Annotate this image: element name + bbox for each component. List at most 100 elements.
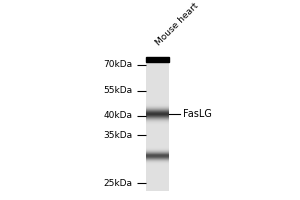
Bar — [146, 170, 169, 171]
Bar — [146, 162, 169, 163]
Bar — [146, 143, 169, 144]
Bar — [146, 121, 169, 122]
Bar — [146, 69, 169, 70]
Bar — [146, 92, 169, 93]
Bar — [146, 111, 169, 112]
Bar — [146, 160, 169, 161]
Bar — [146, 172, 169, 173]
Bar — [146, 77, 169, 78]
Bar — [146, 149, 169, 150]
Bar — [146, 120, 169, 121]
Bar — [146, 64, 169, 65]
Bar — [146, 87, 169, 88]
Bar — [146, 160, 169, 161]
Bar — [146, 188, 169, 189]
Bar — [146, 104, 169, 105]
Bar — [146, 169, 169, 170]
Bar — [146, 176, 169, 177]
Bar — [146, 74, 169, 75]
Bar — [146, 95, 169, 96]
Bar — [146, 126, 169, 127]
Bar — [146, 153, 169, 154]
Bar — [146, 70, 169, 71]
Bar — [146, 101, 169, 102]
Bar — [146, 62, 169, 63]
Bar — [146, 104, 169, 105]
Bar — [146, 106, 169, 107]
Bar — [146, 118, 169, 119]
Bar — [146, 146, 169, 147]
Bar — [146, 65, 169, 66]
Bar — [146, 100, 169, 101]
Bar — [146, 130, 169, 131]
Bar — [146, 136, 169, 137]
Text: 40kDa: 40kDa — [103, 111, 132, 120]
Text: 70kDa: 70kDa — [103, 60, 132, 69]
Text: Mouse heart: Mouse heart — [154, 1, 200, 48]
Bar — [146, 82, 169, 83]
Bar — [146, 122, 169, 123]
Bar — [146, 165, 169, 166]
Bar — [146, 71, 169, 72]
Bar — [146, 88, 169, 89]
Bar — [146, 171, 169, 172]
Bar — [146, 164, 169, 165]
Bar — [146, 181, 169, 182]
Bar — [146, 158, 169, 159]
Bar — [146, 65, 169, 66]
Bar — [146, 142, 169, 143]
Bar — [146, 166, 169, 167]
Bar — [146, 86, 169, 87]
Bar — [146, 120, 169, 121]
Bar — [146, 109, 169, 110]
Bar — [146, 101, 169, 102]
Text: 25kDa: 25kDa — [103, 179, 132, 188]
Bar — [146, 119, 169, 120]
Bar — [146, 132, 169, 133]
Bar — [146, 102, 169, 103]
Bar — [146, 149, 169, 150]
Bar — [146, 133, 169, 134]
Bar — [146, 162, 169, 163]
Bar — [146, 129, 169, 130]
Text: 55kDa: 55kDa — [103, 86, 132, 95]
Bar — [146, 121, 169, 122]
Bar — [146, 73, 169, 74]
Bar — [146, 79, 169, 80]
Bar — [146, 110, 169, 111]
Bar — [146, 183, 169, 184]
Bar — [146, 75, 169, 76]
Bar — [146, 103, 169, 104]
Bar — [146, 152, 169, 153]
Bar — [146, 151, 169, 152]
Bar — [146, 161, 169, 162]
Bar — [146, 135, 169, 136]
Bar — [146, 145, 169, 146]
Bar — [146, 168, 169, 169]
Bar — [146, 130, 169, 131]
Text: FasLG: FasLG — [183, 109, 211, 119]
Bar — [146, 115, 169, 116]
Bar — [146, 123, 169, 124]
Bar — [146, 148, 169, 149]
Bar — [146, 141, 169, 142]
Bar — [146, 96, 169, 97]
Bar — [146, 147, 169, 148]
Bar — [146, 105, 169, 106]
Bar — [146, 83, 169, 84]
Bar — [146, 179, 169, 180]
Bar — [146, 171, 169, 172]
Bar — [146, 112, 169, 113]
Bar — [146, 97, 169, 98]
Bar — [146, 63, 169, 64]
Bar — [146, 85, 169, 86]
Bar — [146, 151, 169, 152]
Bar — [146, 140, 169, 141]
Bar — [146, 174, 169, 175]
Bar — [146, 73, 169, 74]
Bar — [146, 125, 169, 126]
Bar — [146, 179, 169, 180]
Bar — [146, 93, 169, 94]
Bar — [146, 190, 169, 191]
Bar — [146, 150, 169, 151]
